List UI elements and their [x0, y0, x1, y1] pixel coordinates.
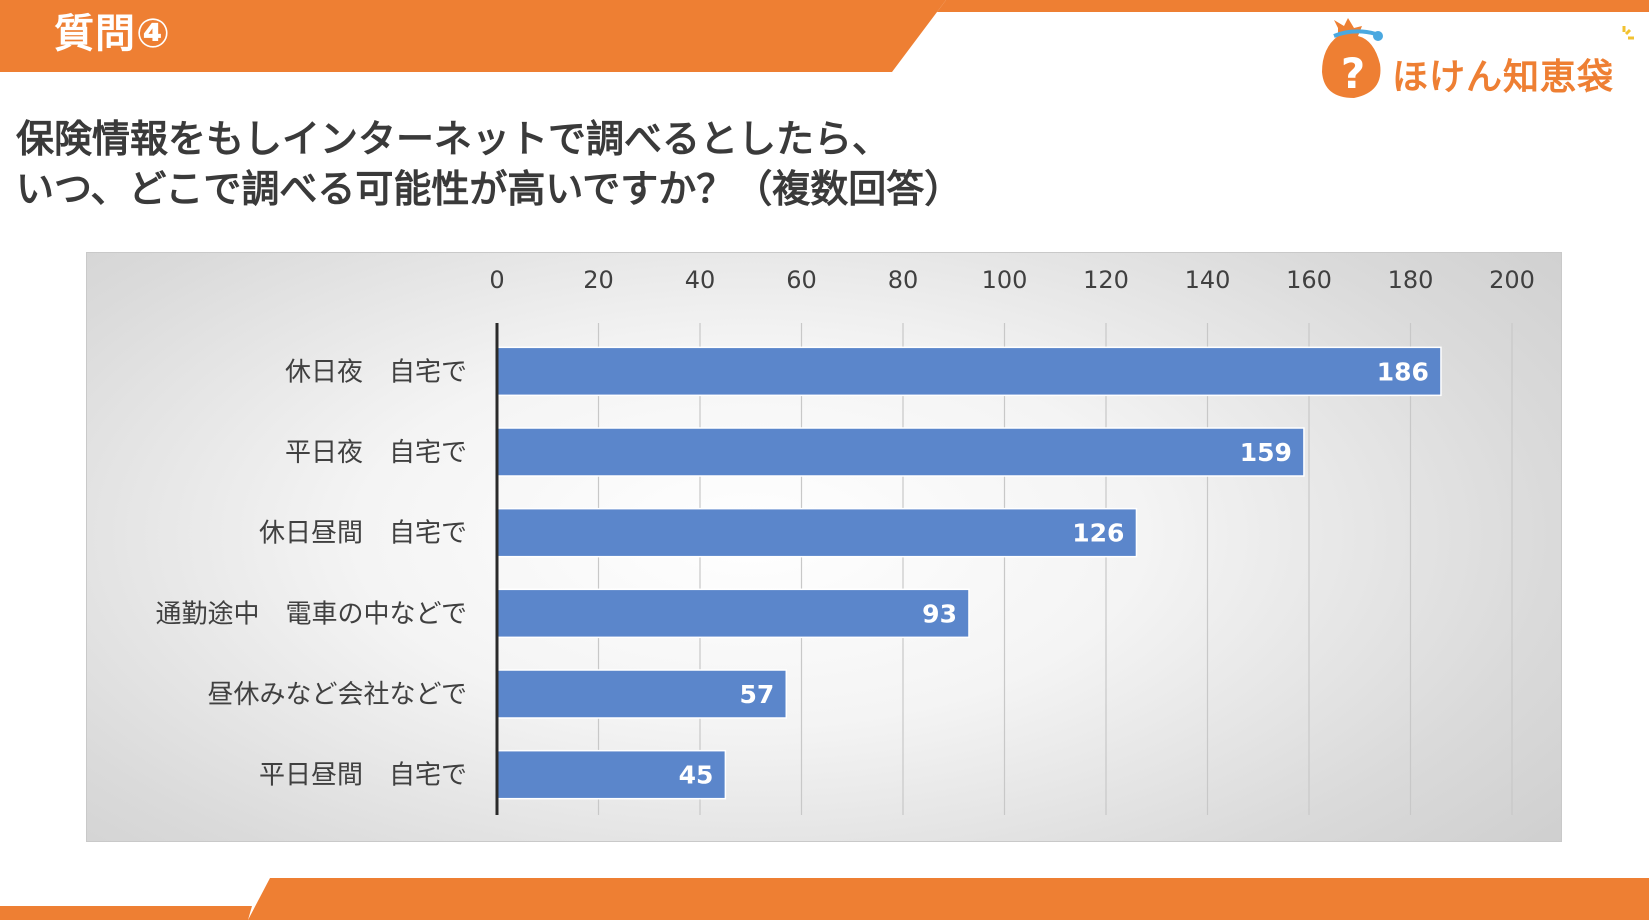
logo: ? ほけん知恵袋	[1316, 18, 1636, 104]
data-label: 93	[922, 599, 957, 628]
data-label: 45	[679, 761, 714, 790]
tick-label: 60	[786, 266, 817, 294]
bar	[496, 507, 1138, 558]
category-label: 通勤途中 電車の中などで	[156, 599, 467, 629]
tick-label: 80	[888, 266, 919, 294]
data-label: 57	[739, 680, 774, 709]
sparkle-icon	[1622, 26, 1634, 40]
slide-label: 質問④	[54, 11, 171, 57]
bar	[496, 346, 1442, 397]
data-label: 186	[1377, 357, 1429, 386]
category-label: 平日夜 自宅で	[285, 438, 467, 468]
category-label: 平日昼間 自宅で	[259, 761, 467, 791]
question-bag-icon: ?	[1322, 18, 1383, 98]
bar	[496, 427, 1305, 477]
category-label: 昼休みなど会社などで	[208, 680, 467, 710]
tick-label: 100	[982, 266, 1028, 294]
tick-label: 140	[1185, 266, 1231, 294]
data-label: 126	[1072, 519, 1124, 548]
header-band	[0, 0, 1649, 72]
footer-band	[0, 878, 1649, 920]
tick-label: 0	[489, 266, 504, 294]
tick-label: 180	[1388, 266, 1434, 294]
question-line-2: いつ、どこで調べる可能性が高いですか？（複数回答）	[16, 167, 963, 211]
tick-label: 200	[1489, 266, 1535, 294]
tick-label: 20	[583, 266, 614, 294]
logo-text: ほけん知恵袋	[1392, 57, 1615, 98]
tick-label: 160	[1286, 266, 1332, 294]
bar-chart: 0 20 40 60 80 100 120 140 160 180 200 186 休日夜 自宅で 159…	[156, 266, 1535, 815]
tick-label: 40	[685, 266, 716, 294]
category-label: 休日昼間 自宅で	[259, 519, 467, 549]
chart-panel: 0 20 40 60 80 100 120 140 160 180 200 186 休日夜 自宅で 159…	[86, 252, 1562, 842]
svg-text:?: ?	[1341, 49, 1365, 98]
question-line-1: 保険情報をもしインターネットで調べるとしたら、	[16, 117, 891, 161]
category-label: 休日夜 自宅で	[285, 357, 467, 387]
tick-label: 120	[1083, 266, 1129, 294]
data-label: 159	[1240, 438, 1292, 467]
bar	[496, 669, 788, 719]
question-title: 保険情報をもしインターネットで調べるとしたら、 いつ、どこで調べる可能性が高いで…	[16, 114, 1216, 214]
bar	[496, 588, 970, 639]
